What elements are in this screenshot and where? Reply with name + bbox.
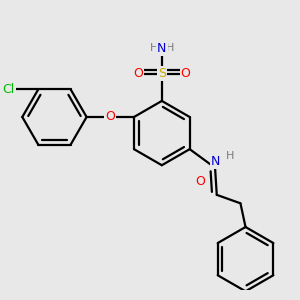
Text: O: O: [181, 67, 190, 80]
Text: H: H: [226, 151, 235, 161]
Text: S: S: [158, 67, 166, 80]
Text: H: H: [150, 43, 158, 52]
Text: N: N: [157, 42, 167, 55]
Text: O: O: [133, 67, 143, 80]
Text: H: H: [166, 43, 175, 52]
Text: N: N: [211, 154, 220, 167]
Text: O: O: [105, 110, 115, 124]
Text: Cl: Cl: [3, 83, 15, 96]
Text: O: O: [195, 175, 205, 188]
